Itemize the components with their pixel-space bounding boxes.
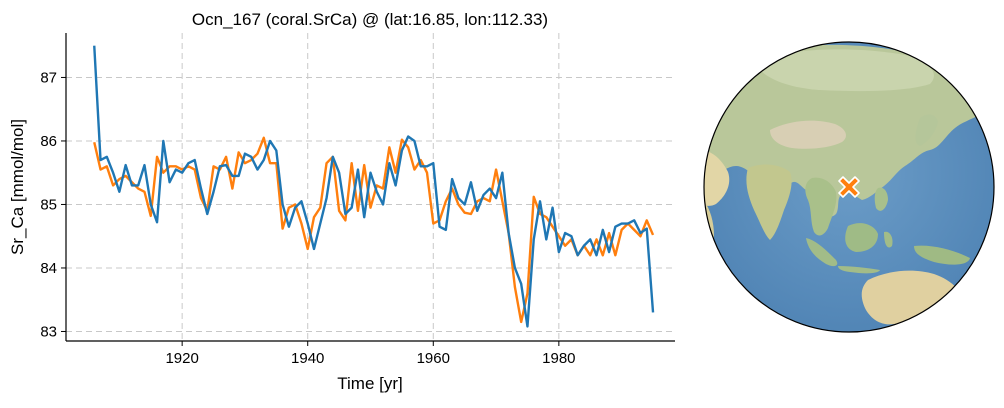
y-tick-label: 86 bbox=[40, 133, 57, 150]
land-java bbox=[838, 266, 880, 274]
land-japan bbox=[915, 114, 938, 146]
land-arabia bbox=[704, 150, 730, 206]
x-tick-label: 1940 bbox=[291, 350, 324, 367]
y-ticks: 83 84 85 86 87 bbox=[40, 69, 66, 340]
y-tick-label: 87 bbox=[40, 69, 57, 86]
y-axis-label: Sr_Ca [mmol/mol] bbox=[8, 119, 27, 255]
land-sulawesi bbox=[884, 231, 893, 248]
land-philippines bbox=[874, 187, 888, 211]
land-borneo bbox=[845, 223, 878, 252]
location-x-icon bbox=[838, 176, 860, 198]
land-himalaya bbox=[770, 120, 846, 149]
land-sumatra bbox=[806, 238, 838, 267]
x-tick-label: 1920 bbox=[165, 350, 198, 367]
y-tick-label: 85 bbox=[40, 196, 57, 213]
x-tick-label: 1960 bbox=[417, 350, 450, 367]
x-ticks: 1920 1940 1960 1980 bbox=[165, 341, 576, 367]
land-indochina bbox=[805, 177, 837, 236]
land-new-guinea bbox=[914, 245, 970, 265]
chart-title: Ocn_167 (coral.SrCa) @ (lat:16.85, lon:1… bbox=[192, 10, 548, 29]
land-india bbox=[746, 164, 792, 240]
globe-outline bbox=[703, 41, 995, 333]
y-tick-label: 84 bbox=[40, 260, 57, 277]
globe-map bbox=[703, 41, 995, 333]
location-marker bbox=[838, 176, 860, 198]
series-line-1 bbox=[93, 136, 655, 324]
gridlines bbox=[66, 33, 675, 341]
land-siberia bbox=[760, 49, 934, 92]
series-group bbox=[93, 45, 655, 328]
series-line-2 bbox=[93, 45, 655, 328]
y-tick-label: 83 bbox=[40, 323, 57, 340]
x-tick-label: 1980 bbox=[542, 350, 575, 367]
x-axis-label: Time [yr] bbox=[337, 374, 402, 393]
